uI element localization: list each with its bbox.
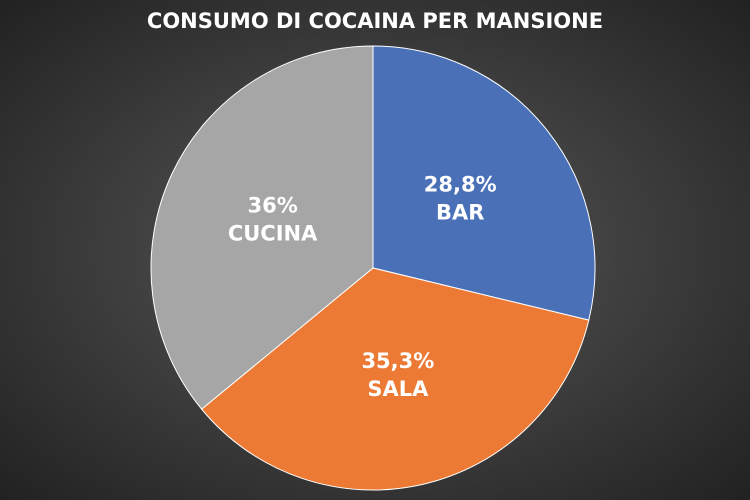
value-label: 36% xyxy=(247,194,297,218)
pie-slice xyxy=(200,267,590,491)
chart-title: CONSUMO DI COCAINA PER MANSIONE xyxy=(147,9,603,33)
value-label: 28,8% xyxy=(424,172,497,196)
pie-slice xyxy=(150,45,374,410)
category-label: SALA xyxy=(367,377,429,401)
pie xyxy=(150,45,596,491)
labels: 28,8% BAR 35,3% SALA 36% CUCINA xyxy=(228,172,497,401)
pie-slice xyxy=(372,45,596,321)
value-label: 35,3% xyxy=(361,349,434,373)
category-label: BAR xyxy=(436,200,484,224)
category-label: CUCINA xyxy=(228,222,318,246)
